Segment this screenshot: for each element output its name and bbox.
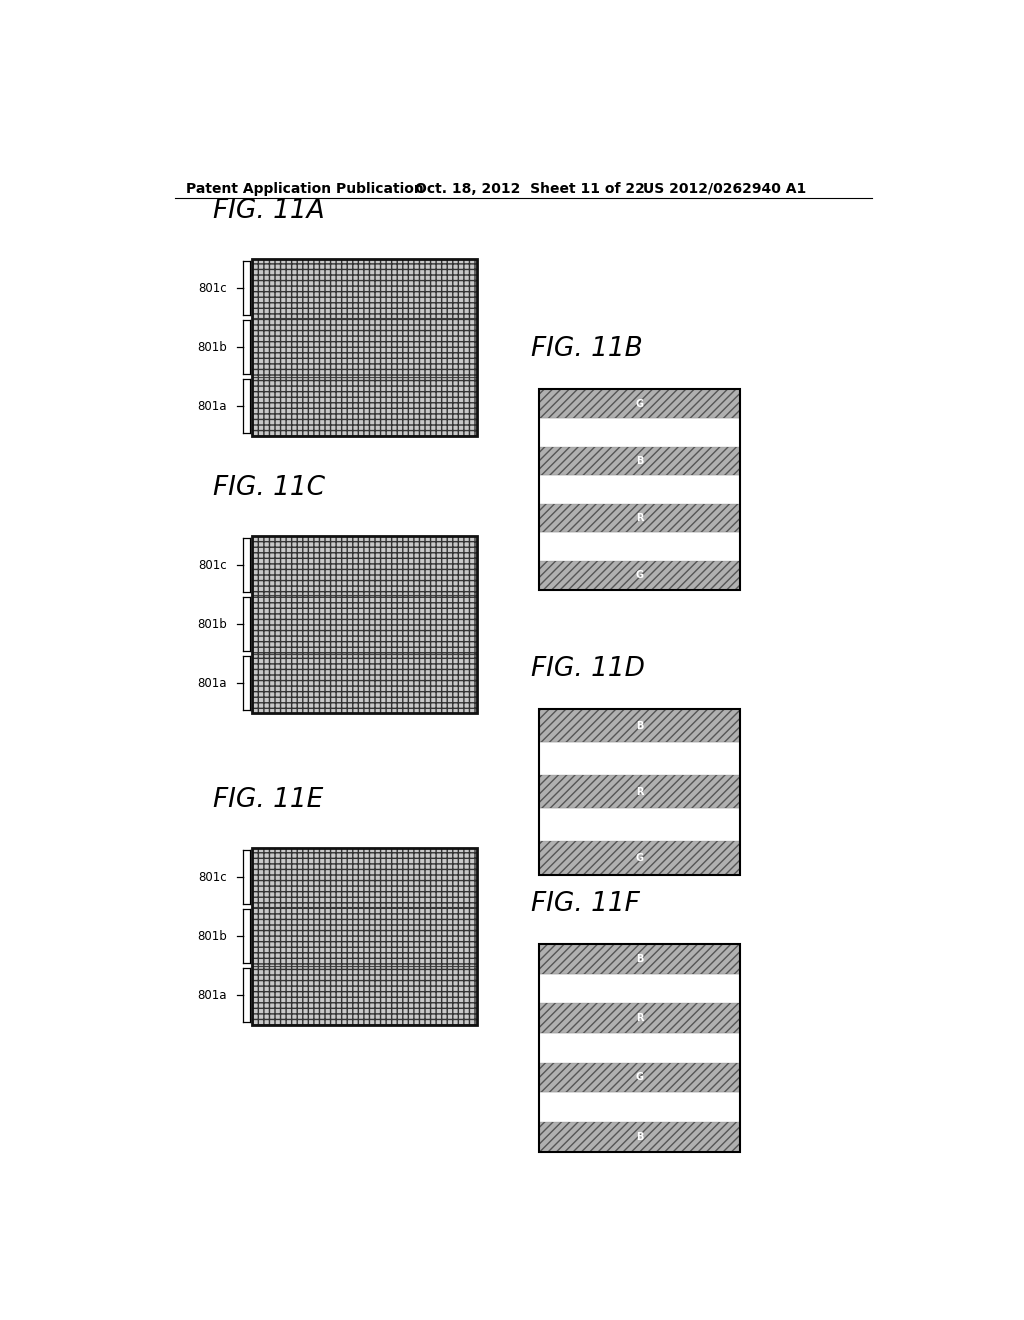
Bar xyxy=(252,595,477,653)
Bar xyxy=(252,318,477,376)
Text: G: G xyxy=(636,570,643,581)
Bar xyxy=(539,944,740,1151)
Text: Oct. 18, 2012  Sheet 11 of 22: Oct. 18, 2012 Sheet 11 of 22 xyxy=(415,182,645,195)
Text: Patent Application Publication: Patent Application Publication xyxy=(186,182,424,195)
Text: R: R xyxy=(636,1012,643,1023)
Bar xyxy=(539,775,740,808)
Text: 801b: 801b xyxy=(198,929,227,942)
Text: 801a: 801a xyxy=(198,677,227,690)
Bar xyxy=(539,944,740,974)
Text: R: R xyxy=(636,513,643,523)
Bar xyxy=(539,1093,740,1122)
Text: 801c: 801c xyxy=(199,281,227,294)
Text: US 2012/0262940 A1: US 2012/0262940 A1 xyxy=(643,182,807,195)
Text: B: B xyxy=(636,721,643,730)
Bar xyxy=(539,1063,740,1093)
Bar xyxy=(539,709,740,742)
Bar xyxy=(252,907,477,966)
Text: FIG. 11E: FIG. 11E xyxy=(213,787,324,813)
Bar xyxy=(539,974,740,1003)
Bar xyxy=(539,446,740,475)
Bar xyxy=(252,259,477,436)
Text: B: B xyxy=(636,953,643,964)
Text: R: R xyxy=(636,787,643,797)
Bar xyxy=(539,709,740,875)
Bar xyxy=(539,841,740,875)
Bar xyxy=(252,536,477,595)
Text: 801c: 801c xyxy=(199,871,227,883)
Text: B: B xyxy=(636,455,643,466)
Bar xyxy=(252,966,477,1024)
Bar xyxy=(539,561,740,590)
Bar xyxy=(252,907,477,966)
Bar xyxy=(539,475,740,504)
Bar xyxy=(539,808,740,841)
Bar xyxy=(539,389,740,418)
Bar xyxy=(539,504,740,532)
Text: G: G xyxy=(636,399,643,409)
Bar xyxy=(252,595,477,653)
Bar xyxy=(252,653,477,713)
Text: 801a: 801a xyxy=(198,989,227,1002)
Bar xyxy=(539,1003,740,1032)
Bar xyxy=(252,847,477,907)
Text: FIG. 11C: FIG. 11C xyxy=(213,475,326,502)
Text: FIG. 11A: FIG. 11A xyxy=(213,198,325,224)
Bar xyxy=(252,847,477,1024)
Bar xyxy=(539,446,740,475)
Bar xyxy=(252,376,477,436)
Bar xyxy=(539,532,740,561)
Bar xyxy=(539,1032,740,1063)
Bar xyxy=(539,418,740,446)
Bar xyxy=(252,318,477,376)
Bar xyxy=(539,389,740,590)
Text: FIG. 11F: FIG. 11F xyxy=(531,891,640,917)
Text: 801b: 801b xyxy=(198,341,227,354)
Bar xyxy=(539,841,740,875)
Bar xyxy=(539,1003,740,1032)
Bar xyxy=(252,536,477,713)
Bar xyxy=(539,775,740,808)
Text: 801c: 801c xyxy=(199,558,227,572)
Bar xyxy=(539,742,740,775)
Bar xyxy=(539,1063,740,1093)
Bar xyxy=(252,847,477,907)
Text: G: G xyxy=(636,853,643,863)
Bar xyxy=(252,259,477,318)
Bar xyxy=(539,1122,740,1151)
Bar xyxy=(539,1122,740,1151)
Text: 801b: 801b xyxy=(198,618,227,631)
Bar xyxy=(539,389,740,418)
Bar xyxy=(539,561,740,590)
Bar xyxy=(252,653,477,713)
Text: B: B xyxy=(636,1131,643,1142)
Text: G: G xyxy=(636,1072,643,1082)
Bar xyxy=(252,259,477,318)
Bar xyxy=(252,376,477,436)
Bar xyxy=(539,709,740,742)
Bar xyxy=(539,944,740,974)
Bar xyxy=(539,504,740,532)
Text: FIG. 11D: FIG. 11D xyxy=(531,656,645,682)
Bar xyxy=(252,536,477,595)
Text: 801a: 801a xyxy=(198,400,227,413)
Text: FIG. 11B: FIG. 11B xyxy=(531,337,643,363)
Bar xyxy=(252,966,477,1024)
